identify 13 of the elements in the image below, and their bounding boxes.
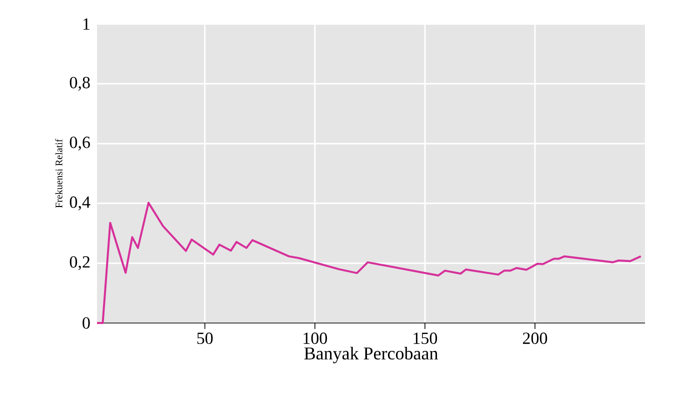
y-axis-title: Frekuensi Relatif <box>55 138 62 208</box>
y-tick-label: 0,2 <box>70 256 90 270</box>
x-tick-label: 150 <box>414 332 438 344</box>
y-tick-label: 0 <box>82 317 90 329</box>
y-tick-label: 0,8 <box>70 76 90 91</box>
x-axis-title: Banyak Percobaan <box>304 346 438 364</box>
y-tick-label: 1 <box>83 18 90 30</box>
line-series <box>96 202 642 324</box>
y-tick-label: 0,6 <box>70 136 90 151</box>
y-tick-label: 0,4 <box>70 196 90 210</box>
x-tick-label: 100 <box>304 332 327 344</box>
x-tick-label: 200 <box>522 332 548 344</box>
x-tick-label: 50 <box>197 332 213 344</box>
